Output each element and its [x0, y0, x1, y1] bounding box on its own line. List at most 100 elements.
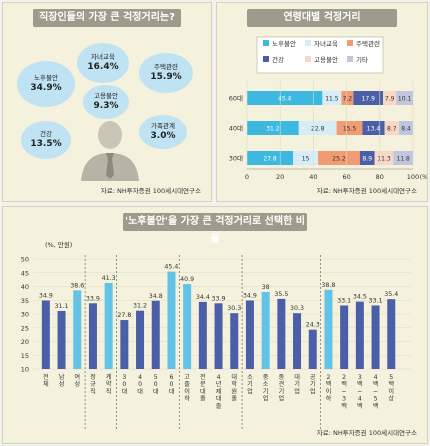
- bubble-housing: 주택관련 15.9%: [139, 53, 193, 93]
- bubble-retirement: 노후불안 34.9%: [17, 61, 75, 107]
- age-bar-segment: [318, 151, 360, 165]
- retirement-worry-title: '노후불안'을 가장 큰 걱정거리로 선택한 비율: [123, 213, 307, 245]
- group-value-label: 35.4: [384, 291, 398, 298]
- group-value-label: 38: [262, 284, 270, 291]
- group-y-tick: 50: [21, 256, 29, 264]
- age-title: 연령대별 걱정거리: [247, 9, 397, 27]
- legend-label: 노후불안: [272, 39, 296, 48]
- age-bar-segment: [383, 91, 397, 105]
- age-bar-segment: [247, 91, 323, 105]
- age-bar-segment: [359, 151, 375, 165]
- group-y-tick: 30: [21, 311, 29, 319]
- age-bar-segment: [293, 151, 319, 165]
- age-segment-value: 31.2: [266, 125, 280, 132]
- group-value-label: 35.5: [274, 291, 288, 298]
- age-segment-value: 7.9: [385, 95, 395, 102]
- legend-swatch: [263, 56, 269, 62]
- group-bar: [245, 300, 254, 369]
- age-x-tick: 60: [342, 173, 350, 181]
- group-bar: [57, 310, 66, 369]
- age-segment-value: 27.8: [263, 155, 277, 162]
- group-bar: [41, 300, 50, 369]
- age-axis: 0 20 40 60 80 100(%): [245, 81, 427, 181]
- group-category-label: 4 백 ~5 백: [373, 374, 379, 410]
- legend-label: 주택관련: [356, 39, 380, 48]
- group-value-label: 24.3: [306, 322, 320, 329]
- group-bar: [73, 290, 82, 369]
- group-value-label: 33.1: [369, 297, 383, 304]
- group-value-label: 41.3: [102, 275, 116, 282]
- retirement-worry-panel: '노후불안'을 가장 큰 걱정거리로 선택한 비율 (%, 만원) 10 15 20…: [2, 206, 428, 444]
- bubble-label: 노후불안: [34, 74, 58, 82]
- worry-panel: 직장인들의 가장 큰 걱정거리는? 노후불안 34.9% 자녀교육 16.4% …: [2, 2, 212, 202]
- bubble-value: 9.3%: [93, 101, 119, 111]
- age-segment-value: 45.4: [278, 95, 292, 102]
- legend-label: 건강: [272, 55, 284, 64]
- group-value-label: 34.9: [39, 293, 53, 300]
- age-segment-value: 22.8: [311, 125, 325, 132]
- age-bar-segment: [396, 91, 413, 105]
- group-bar: [120, 320, 129, 369]
- age-x-tick: 40: [309, 173, 317, 181]
- age-bar-segment: [322, 91, 342, 105]
- group-value-label: 33.1: [337, 297, 351, 304]
- age-bar-segment: [399, 121, 413, 135]
- age-category-label: 40대: [229, 125, 243, 133]
- age-bar-segment: [374, 151, 394, 165]
- bubble-label: 건강: [40, 130, 52, 138]
- group-value-label: 34.4: [196, 294, 210, 301]
- bubble-job-insecurity: 고용불안 9.3%: [83, 85, 129, 119]
- group-bar: [387, 299, 396, 369]
- group-y-tick: 20: [21, 338, 29, 346]
- age-segment-value: 15: [302, 155, 310, 162]
- age-segment-value: 8.4: [401, 125, 411, 132]
- age-source: 자료: NH투자증권 100세시대연구소: [316, 187, 417, 195]
- age-category-label: 30대: [229, 155, 243, 163]
- age-segment-value: 10.1: [398, 95, 412, 102]
- legend-swatch: [305, 40, 311, 46]
- group-bar: [104, 282, 113, 369]
- group-bar: [230, 313, 239, 369]
- group-y-tick: 25: [21, 324, 29, 332]
- bubble-health: 건강 13.5%: [21, 121, 71, 159]
- group-bar: [214, 303, 223, 369]
- legend-swatch: [263, 40, 269, 46]
- bubble-value: 16.4%: [87, 62, 119, 72]
- group-bars: 34.9 전 체 31.1 남 성 38.6 여 성 33.9 정 규 직 41.3 계 약 직 27.8 3 0 대 3…: [39, 264, 398, 410]
- bubble-value: 3.0%: [150, 131, 176, 141]
- legend-swatch: [305, 56, 311, 62]
- age-x-tick: 20: [276, 173, 284, 181]
- group-value-label: 30.3: [227, 305, 241, 312]
- group-value-label: 33.9: [86, 295, 100, 302]
- legend-label: 자녀교육: [314, 39, 338, 48]
- legend-box: [256, 36, 384, 74]
- age-segment-value: 13.4: [367, 125, 381, 132]
- age-bar-segment: [298, 121, 337, 135]
- bubble-value: 15.9%: [150, 72, 182, 82]
- age-bar-segment: [393, 151, 413, 165]
- group-value-label: 34.5: [353, 294, 367, 301]
- age-bar-segment: [362, 121, 385, 135]
- age-segment-value: 7.2: [343, 95, 353, 102]
- group-category-label: 2 백 ~3 백: [341, 374, 347, 410]
- group-y-tick: 15: [21, 352, 29, 360]
- group-bar: [88, 303, 97, 369]
- age-bar-segment: [341, 91, 354, 105]
- group-y-tick: 40: [21, 283, 29, 291]
- bubble-value: 13.5%: [30, 139, 62, 149]
- group-bar: [293, 313, 302, 369]
- age-segment-value: 25.2: [332, 155, 346, 162]
